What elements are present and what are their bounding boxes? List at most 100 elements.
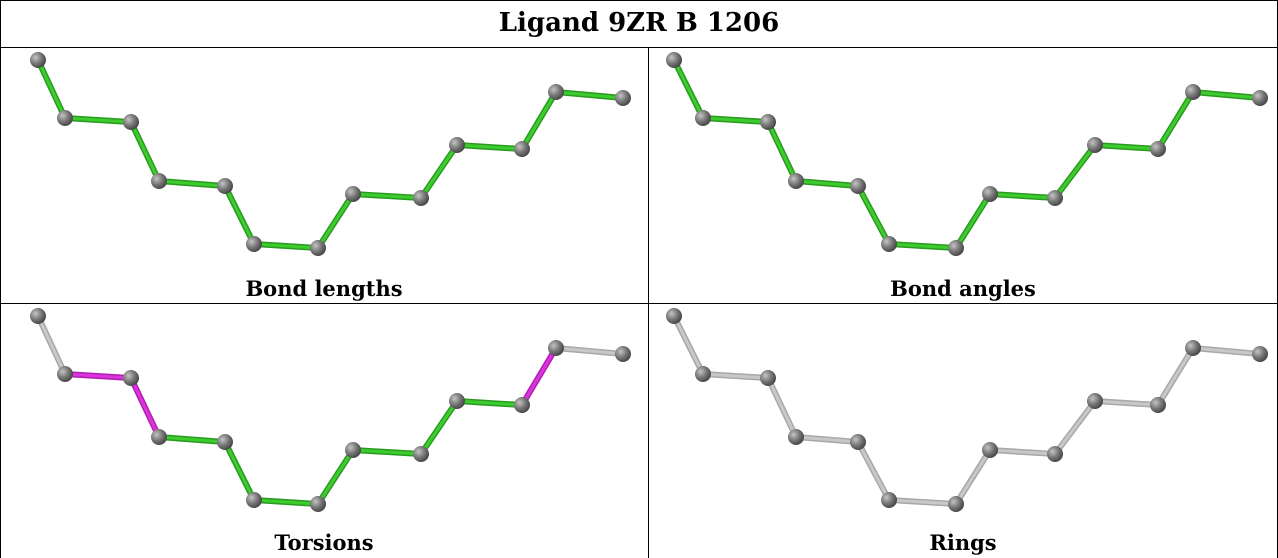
atom-8 bbox=[982, 442, 998, 458]
bond-9-highlight bbox=[1053, 143, 1097, 200]
bond-12-highlight bbox=[554, 346, 625, 356]
bond-12-highlight bbox=[1191, 90, 1262, 100]
atom-3 bbox=[123, 114, 139, 130]
bond-5-highlight bbox=[223, 440, 256, 502]
atom-9 bbox=[1047, 446, 1063, 462]
atom-6 bbox=[881, 236, 897, 252]
bond-4-highlight bbox=[157, 179, 227, 188]
panel-rings bbox=[648, 304, 1278, 524]
caption-bond-lengths: Bond lengths bbox=[245, 276, 403, 301]
bond-4-highlight bbox=[794, 435, 860, 444]
bond-10-highlight bbox=[455, 143, 524, 151]
atom-10 bbox=[1087, 137, 1103, 153]
bond-2-highlight bbox=[701, 372, 770, 380]
atom-8 bbox=[345, 442, 361, 458]
bond-9-highlight bbox=[419, 399, 459, 456]
bond-5-highlight bbox=[856, 184, 891, 246]
atom-4 bbox=[151, 429, 167, 445]
column-divider bbox=[648, 47, 649, 558]
atom-5 bbox=[850, 434, 866, 450]
atom-6 bbox=[246, 236, 262, 252]
atom-3 bbox=[123, 370, 139, 386]
atom-6 bbox=[881, 492, 897, 508]
bond-7-highlight bbox=[316, 192, 355, 250]
atom-5 bbox=[217, 434, 233, 450]
bond-1-highlight bbox=[672, 314, 705, 376]
atom-13 bbox=[615, 346, 631, 362]
bond-3-highlight bbox=[766, 376, 798, 439]
bond-5-highlight bbox=[856, 440, 891, 502]
molecule-torsions bbox=[30, 308, 631, 512]
bond-7-highlight bbox=[954, 448, 992, 506]
atom-1 bbox=[666, 52, 682, 68]
caption-rings: Rings bbox=[929, 530, 997, 555]
title-divider bbox=[0, 47, 1278, 48]
bond-10-highlight bbox=[455, 399, 524, 407]
bond-11-highlight bbox=[1156, 346, 1195, 407]
bond-3-highlight bbox=[129, 376, 161, 439]
atom-4 bbox=[788, 429, 804, 445]
atom-5 bbox=[217, 178, 233, 194]
bond-8-highlight bbox=[351, 448, 423, 456]
bond-7-highlight bbox=[316, 448, 355, 506]
atom-9 bbox=[413, 190, 429, 206]
bond-2-highlight bbox=[701, 116, 770, 124]
atom-11 bbox=[1150, 397, 1166, 413]
figure-title: Ligand 9ZR B 1206 bbox=[498, 8, 780, 38]
bond-10-highlight bbox=[1093, 399, 1160, 407]
atom-13 bbox=[1252, 346, 1268, 362]
atom-13 bbox=[1252, 90, 1268, 106]
atom-3 bbox=[760, 114, 776, 130]
bond-2-highlight bbox=[63, 116, 133, 124]
atom-10 bbox=[449, 137, 465, 153]
bond-3-highlight bbox=[129, 120, 161, 183]
bond-8-highlight bbox=[351, 192, 423, 200]
atom-7 bbox=[310, 240, 326, 256]
molecule-rings bbox=[666, 308, 1268, 512]
panel-bond-lengths bbox=[8, 48, 644, 268]
atom-9 bbox=[1047, 190, 1063, 206]
atom-5 bbox=[850, 178, 866, 194]
bond-4-highlight bbox=[157, 435, 227, 444]
molecule-bond-lengths bbox=[30, 52, 631, 256]
atom-2 bbox=[695, 366, 711, 382]
bond-6-highlight bbox=[887, 242, 958, 250]
outer-left-border bbox=[0, 0, 1, 558]
bond-9-highlight bbox=[419, 143, 459, 200]
atom-7 bbox=[948, 496, 964, 512]
atom-10 bbox=[449, 393, 465, 409]
atom-10 bbox=[1087, 393, 1103, 409]
bond-1-highlight bbox=[672, 58, 705, 120]
atom-7 bbox=[948, 240, 964, 256]
atom-2 bbox=[57, 110, 73, 126]
bond-2-highlight bbox=[63, 372, 133, 380]
bond-9-highlight bbox=[1053, 399, 1097, 456]
atom-11 bbox=[514, 397, 530, 413]
atom-11 bbox=[514, 141, 530, 157]
atom-8 bbox=[982, 186, 998, 202]
atom-4 bbox=[788, 173, 804, 189]
molecule-bond-angles bbox=[666, 52, 1268, 256]
panel-bond-angles bbox=[648, 48, 1278, 268]
atom-11 bbox=[1150, 141, 1166, 157]
bond-1-highlight bbox=[36, 58, 67, 120]
atom-9 bbox=[413, 446, 429, 462]
bond-12-highlight bbox=[1191, 346, 1262, 356]
bond-11-highlight bbox=[1156, 90, 1195, 151]
caption-bond-angles: Bond angles bbox=[890, 276, 1036, 301]
bond-6-highlight bbox=[252, 498, 320, 506]
panel-torsions bbox=[8, 304, 644, 524]
bond-6-highlight bbox=[887, 498, 958, 506]
atom-12 bbox=[548, 84, 564, 100]
bond-11-highlight bbox=[520, 346, 558, 407]
row-divider bbox=[0, 303, 1278, 304]
bond-12-highlight bbox=[554, 90, 625, 100]
bond-5-highlight bbox=[223, 184, 256, 246]
atom-4 bbox=[151, 173, 167, 189]
atom-13 bbox=[615, 90, 631, 106]
bond-11-highlight bbox=[520, 90, 558, 151]
bond-8-highlight bbox=[988, 448, 1057, 456]
bond-6-highlight bbox=[252, 242, 320, 250]
atom-8 bbox=[345, 186, 361, 202]
